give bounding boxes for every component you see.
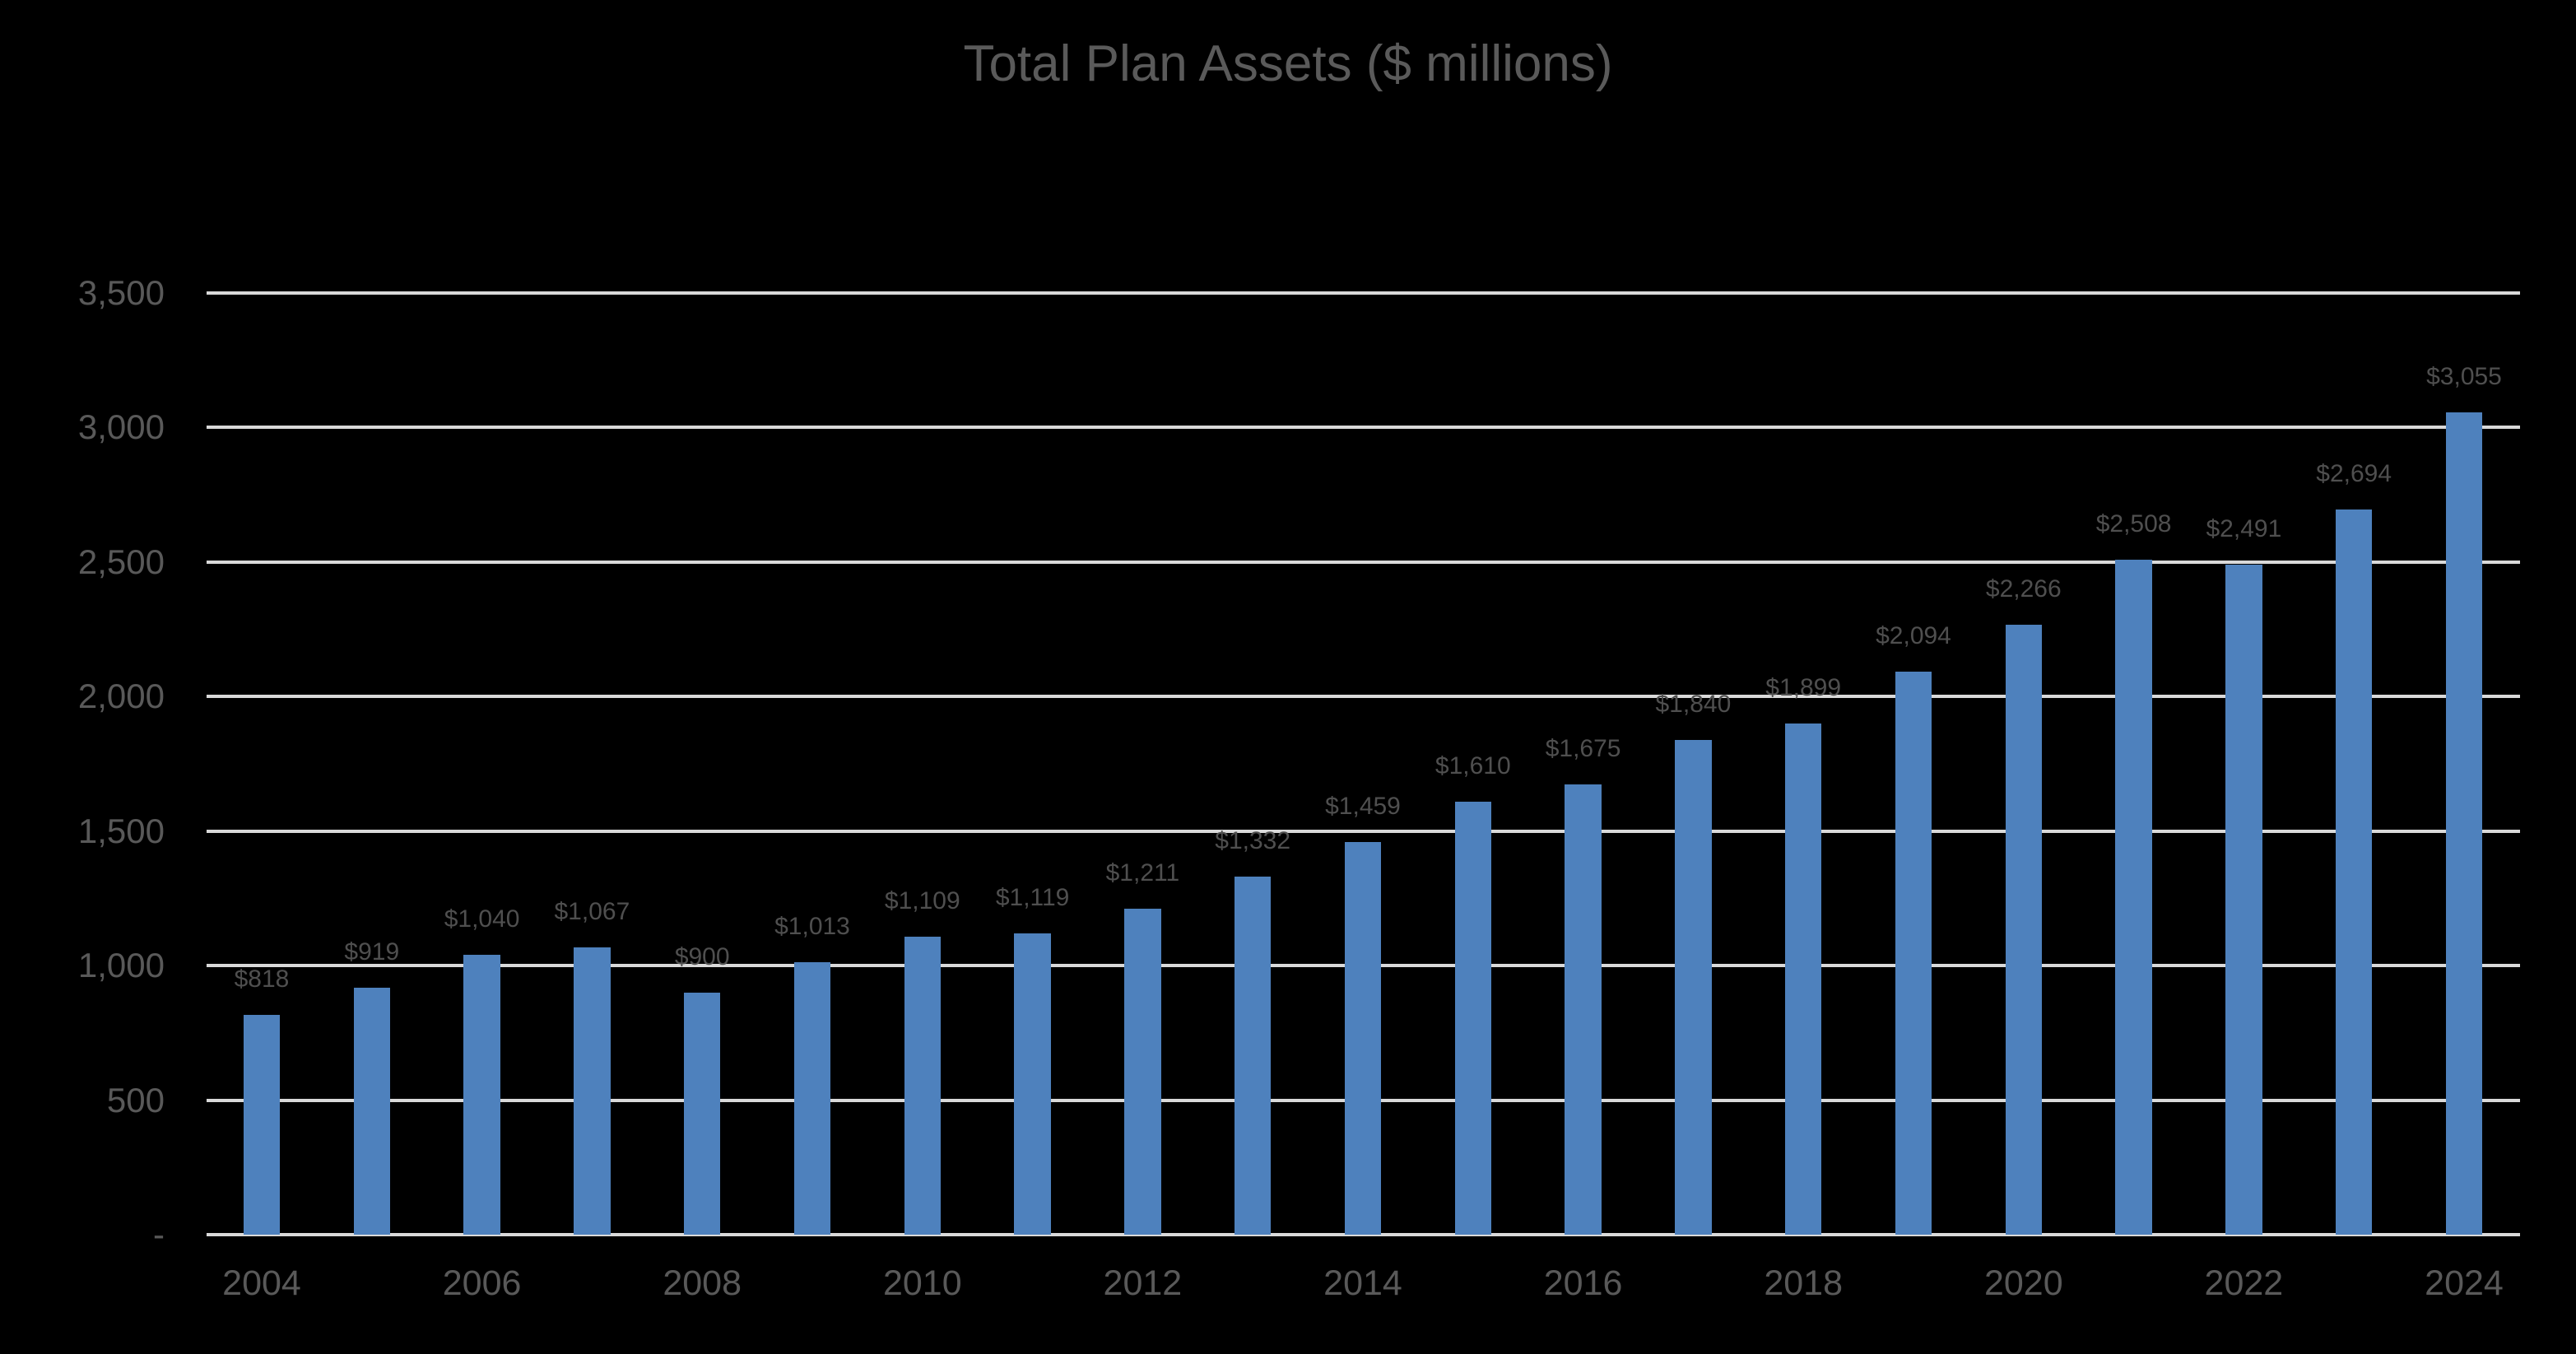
bar-value-label: $2,094 — [1876, 621, 1951, 649]
bar — [1124, 909, 1161, 1235]
y-tick-label: 1,500 — [77, 811, 165, 850]
bar — [1565, 784, 1602, 1235]
bar-value-label: $1,040 — [444, 905, 520, 933]
bar-value-label: $2,266 — [1985, 575, 2062, 603]
x-tick-label: 2004 — [222, 1263, 301, 1303]
bar-value-label: $1,109 — [884, 886, 960, 914]
bar — [1675, 739, 1712, 1235]
bar-value-label: $1,067 — [554, 898, 630, 926]
bar — [2005, 625, 2043, 1235]
y-tick-label: 1,000 — [77, 946, 165, 985]
x-tick-label: 2024 — [2425, 1263, 2504, 1303]
bar — [1784, 724, 1822, 1235]
bar — [1895, 671, 1932, 1235]
bar — [904, 936, 942, 1235]
y-tick-label: 2,500 — [77, 542, 165, 581]
bar — [1454, 801, 1492, 1235]
bar — [2335, 509, 2373, 1235]
bar — [793, 961, 831, 1235]
bar-value-label: $1,899 — [1765, 674, 1842, 702]
bar-value-label: $1,610 — [1434, 751, 1511, 779]
y-tick-label: 2,000 — [77, 677, 165, 716]
x-tick-label: 2008 — [663, 1263, 742, 1303]
bar-value-label: $818 — [234, 965, 290, 993]
gridline — [207, 426, 2520, 430]
bar-value-label: $1,332 — [1215, 826, 1291, 854]
bar-value-label: $2,491 — [2206, 514, 2282, 542]
bar-value-label: $2,508 — [2095, 510, 2172, 538]
bar — [1344, 842, 1382, 1235]
bar-value-label: $3,055 — [2426, 363, 2502, 391]
bar — [353, 987, 391, 1235]
bar-value-label: $1,840 — [1655, 690, 1732, 718]
x-tick-label: 2010 — [882, 1263, 962, 1303]
y-tick-label: 500 — [106, 1080, 165, 1119]
bar — [1014, 933, 1051, 1235]
gridline — [207, 695, 2520, 699]
bar-value-label: $1,013 — [774, 912, 850, 940]
y-tick-label: 3,000 — [77, 407, 165, 447]
x-tick-label: 2020 — [1983, 1263, 2063, 1303]
gridline — [207, 1233, 2520, 1236]
gridline — [207, 829, 2520, 833]
gridline — [207, 291, 2520, 295]
bar — [2225, 564, 2262, 1235]
bar-value-label: $1,211 — [1105, 859, 1180, 887]
x-tick-label: 2016 — [1543, 1263, 1623, 1303]
x-tick-label: 2022 — [2204, 1263, 2284, 1303]
bar — [1234, 876, 1272, 1235]
bar-value-label: $1,459 — [1325, 793, 1401, 821]
bar-value-label: $1,119 — [995, 884, 1070, 912]
bar-value-label: $1,675 — [1545, 734, 1621, 762]
bar — [2115, 560, 2152, 1235]
bar-value-label: $2,694 — [2316, 460, 2392, 488]
bar — [243, 1014, 281, 1235]
x-tick-label: 2006 — [442, 1263, 522, 1303]
x-tick-label: 2018 — [1764, 1263, 1844, 1303]
y-tick-label: - — [153, 1215, 165, 1254]
bar — [683, 992, 721, 1235]
bar-value-label: $919 — [344, 938, 400, 965]
bar — [574, 947, 611, 1235]
y-tick-label: 3,500 — [77, 273, 165, 312]
chart-title: Total Plan Assets ($ millions) — [963, 35, 1613, 92]
bar — [2445, 412, 2483, 1235]
bar-value-label: $900 — [674, 942, 730, 970]
bar — [463, 955, 500, 1235]
x-tick-label: 2014 — [1323, 1263, 1402, 1303]
gridline — [207, 560, 2520, 564]
x-tick-label: 2012 — [1103, 1263, 1183, 1303]
